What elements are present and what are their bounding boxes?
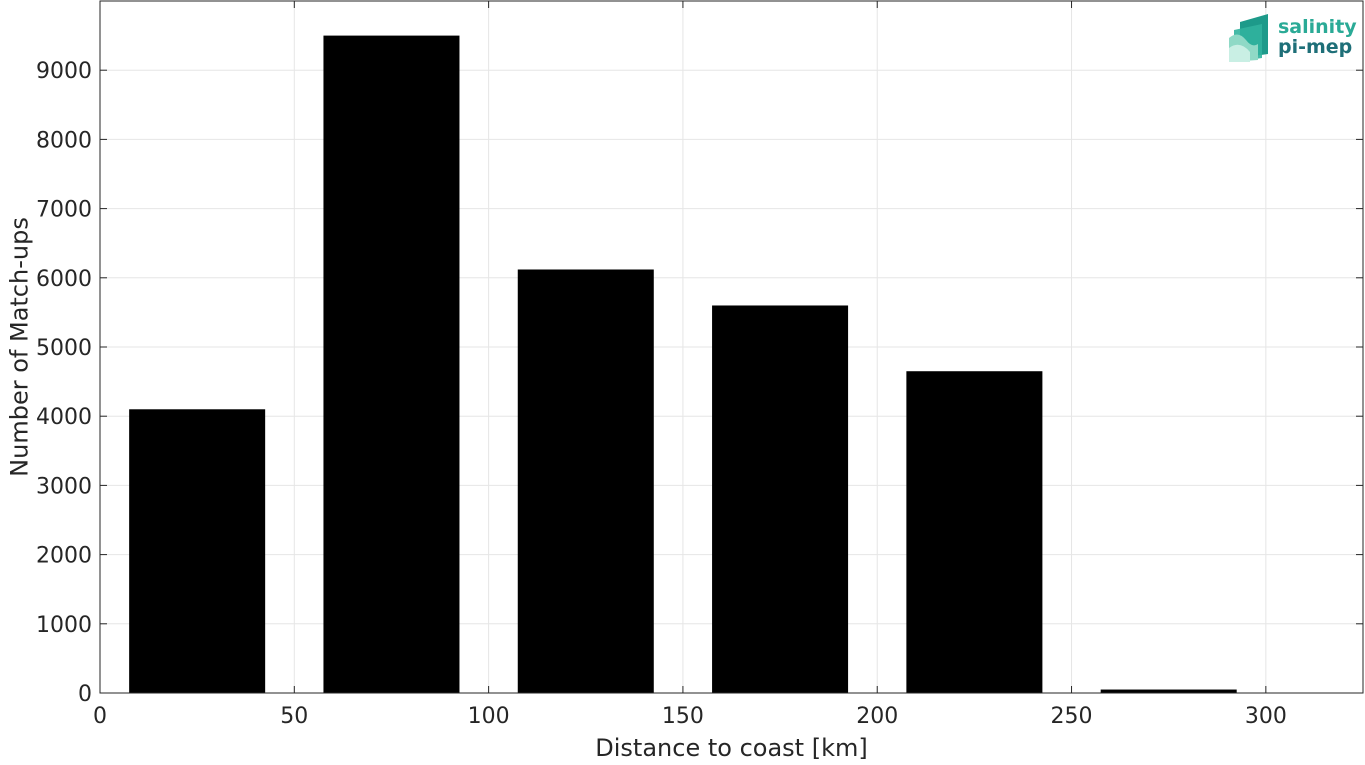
y-tick-label: 1000 <box>36 613 92 638</box>
x-tick-label: 150 <box>662 704 704 729</box>
x-axis-label: Distance to coast [km] <box>595 734 867 761</box>
bar <box>906 371 1043 693</box>
x-tick-label: 0 <box>93 704 107 729</box>
y-axis-label: Number of Match-ups <box>5 217 33 477</box>
ticks <box>99 1 1363 694</box>
logo-line1: salinity <box>1278 16 1357 38</box>
salinity-pi-mep-logo: salinity pi-mep <box>1229 14 1357 62</box>
y-tick-label: 5000 <box>36 336 92 361</box>
bar <box>712 305 849 693</box>
tick-labels: 0 50 100 150 200 250 3000100020003000400050006… <box>36 59 1287 729</box>
logo-line2: pi-mep <box>1278 36 1352 58</box>
x-tick-label: 50 <box>280 704 308 729</box>
bar <box>129 409 266 693</box>
x-tick-label: 200 <box>856 704 898 729</box>
y-tick-label: 7000 <box>36 198 92 223</box>
y-tick-label: 6000 <box>36 267 92 292</box>
x-tick-label: 100 <box>468 704 510 729</box>
x-tick-label: 300 <box>1245 704 1287 729</box>
x-tick-label: 250 <box>1051 704 1093 729</box>
bar <box>323 35 460 694</box>
bar <box>517 269 654 693</box>
wave-logo-icon <box>1229 14 1268 62</box>
y-tick-label: 3000 <box>36 474 92 499</box>
bar <box>1100 689 1237 693</box>
y-tick-label: 2000 <box>36 544 92 569</box>
y-tick-label: 9000 <box>36 59 92 84</box>
y-tick-label: 0 <box>78 682 92 707</box>
bars <box>129 35 1237 694</box>
y-tick-label: 4000 <box>36 405 92 430</box>
y-tick-label: 8000 <box>36 128 92 153</box>
